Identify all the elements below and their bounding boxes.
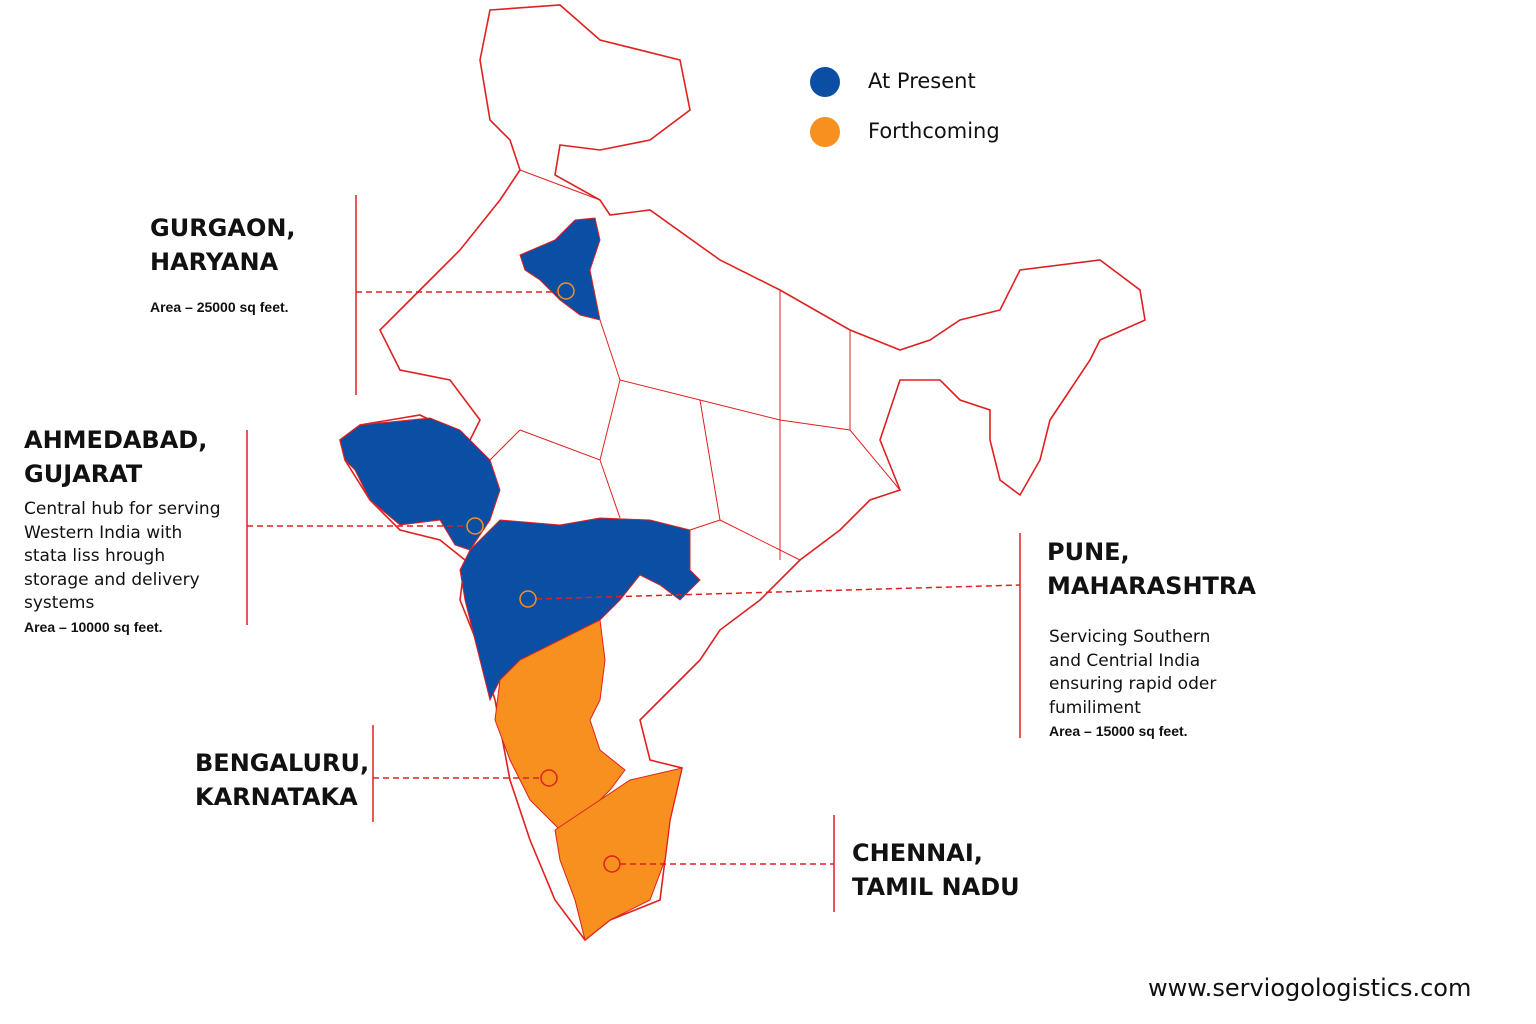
- callouts: [246, 195, 1021, 912]
- callout-line: [535, 584, 1021, 600]
- state-borders: [489, 169, 901, 721]
- location-marker: [519, 590, 537, 608]
- location-marker: [540, 769, 558, 787]
- location-marker: [466, 517, 484, 535]
- location-title: CHENNAI, TAMIL NADU: [852, 839, 1020, 901]
- state-maharashtra: [459, 517, 701, 702]
- legend-swatch: [810, 117, 840, 147]
- area: Area – 25000 sq feet.: [150, 299, 289, 315]
- location-marker: [603, 855, 621, 873]
- location-title: BENGALURU, KARNATAKA: [195, 749, 370, 811]
- description: Servicing Southern and Centrial India ensu…: [1049, 627, 1217, 739]
- description: Central hub for serving Western India wit…: [24, 499, 221, 635]
- website[interactable]: www.serviogologistics.com: [1148, 974, 1472, 1002]
- legend-swatch: [810, 67, 840, 97]
- location-marker: [557, 282, 575, 300]
- state-tamil-nadu: [554, 767, 683, 941]
- location-title: PUNE, MAHARASHTRA: [1047, 538, 1256, 600]
- legend-label: At Present: [868, 69, 976, 93]
- state-haryana: [519, 217, 601, 321]
- location-title: AHMEDABAD, GUJARAT: [24, 426, 208, 488]
- location-title: GURGAON, HARYANA: [150, 214, 296, 276]
- legend-label: Forthcoming: [868, 119, 1000, 143]
